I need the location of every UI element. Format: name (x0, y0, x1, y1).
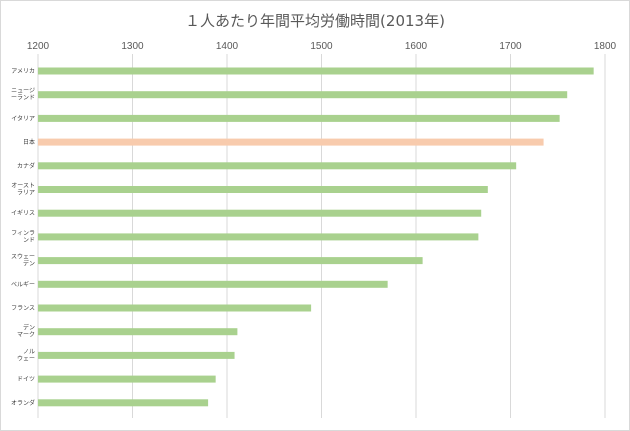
category-label-line: デン (23, 324, 35, 332)
category-label-line: スウェー (11, 253, 35, 261)
category-label-12: ノルウェー (17, 348, 35, 362)
category-label-13: ドイツ (17, 376, 35, 383)
bars (38, 67, 594, 407)
x-axis-ticks: 1200 1300 1400 1500 1600 1700 1800 (27, 41, 617, 52)
bar-14 (38, 399, 209, 407)
bar-9 (38, 280, 388, 288)
bar-11 (38, 328, 238, 336)
category-label-0: アメリカ (11, 68, 35, 75)
category-label-2: イタリア (11, 114, 35, 122)
category-label-line: ウェー (17, 354, 35, 362)
category-label-1: ニュージーランド (11, 88, 35, 102)
category-label-line: オランダ (11, 399, 35, 407)
category-label-line: 日本 (23, 138, 35, 146)
category-label-8: スウェーデン (11, 253, 35, 268)
bar-8 (38, 257, 423, 265)
tick-label-1500: 1500 (310, 41, 333, 52)
bar-7 (38, 233, 479, 241)
category-label-line: ーランド (11, 95, 35, 102)
bar-5 (38, 186, 488, 193)
category-label-line: イギリス (11, 210, 35, 217)
bar-3 (38, 138, 544, 146)
tick-label-1700: 1700 (499, 41, 522, 52)
bar-1 (38, 91, 568, 99)
category-label-14: オランダ (11, 399, 35, 407)
category-label-line: ンド (23, 237, 35, 244)
category-label-5: オーストラリア (11, 183, 35, 197)
category-label-line: フィンラ (11, 230, 35, 237)
category-label-11: デンマーク (17, 324, 35, 339)
tick-label-1300: 1300 (121, 41, 144, 52)
bar-13 (38, 375, 216, 383)
category-label-line: イタリア (11, 114, 35, 122)
category-label-4: カナダ (17, 162, 35, 170)
bar-6 (38, 209, 482, 217)
category-label-3: 日本 (23, 138, 35, 146)
category-label-line: ニュージ (11, 88, 35, 95)
category-label-line: ラリア (17, 190, 35, 197)
bar-10 (38, 304, 312, 312)
category-label-line: ドイツ (17, 376, 35, 383)
category-label-6: イギリス (11, 210, 35, 217)
tick-label-1200: 1200 (27, 41, 50, 52)
category-label-line: カナダ (17, 162, 35, 170)
tick-label-1600: 1600 (405, 41, 428, 52)
category-label-9: ベルギー (11, 281, 35, 288)
tick-label-1800: 1800 (594, 41, 617, 52)
chart-title: １人あたり年間平均労働時間(2013年) (185, 12, 445, 30)
bar-4 (38, 162, 517, 170)
category-labels: アメリカニュージーランドイタリア日本カナダオーストラリアイギリスフィンランドスウ… (11, 68, 35, 407)
category-label-line: オースト (11, 183, 35, 190)
category-label-line: デン (23, 260, 35, 268)
category-label-line: アメリカ (11, 68, 35, 75)
category-label-line: ノル (23, 348, 35, 355)
category-label-line: ベルギー (11, 281, 35, 288)
category-label-line: フランス (11, 305, 35, 312)
tick-label-1400: 1400 (216, 41, 239, 52)
category-label-line: マーク (17, 332, 35, 339)
bar-12 (38, 351, 235, 359)
category-label-10: フランス (11, 305, 35, 312)
category-label-7: フィンランド (11, 230, 35, 244)
bar-0 (38, 67, 594, 75)
bar-2 (38, 114, 560, 122)
